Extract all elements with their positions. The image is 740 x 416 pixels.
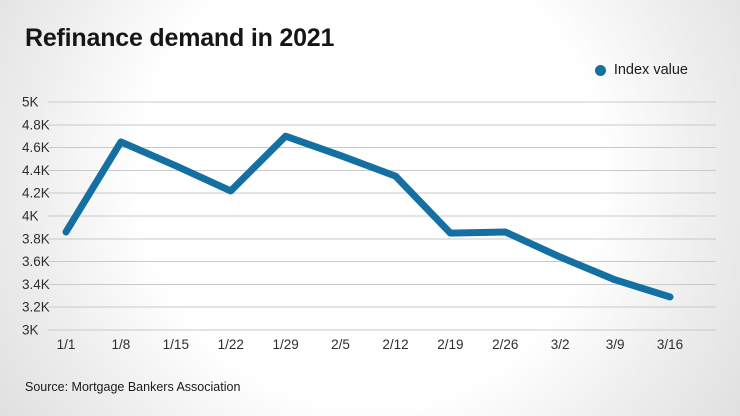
legend-marker-icon bbox=[594, 64, 606, 76]
line-chart: 3K 3.2K 3.4K 3.6K 3.8K 4K 4.2K 4.4K 4.6K 4.8K 5K 1/… bbox=[22, 95, 716, 352]
y-axis-tick-label: 3.6K bbox=[22, 254, 50, 269]
x-axis-tick-label: 1/8 bbox=[112, 337, 131, 352]
x-axis-tick-label: 2/5 bbox=[331, 337, 350, 352]
y-axis-tick-label: 4.8K bbox=[22, 117, 50, 132]
legend: Index value bbox=[594, 62, 688, 78]
y-axis-tick-label: 3.2K bbox=[22, 300, 50, 315]
y-axis-tick-label: 3K bbox=[22, 323, 39, 338]
x-axis-tick-label: 1/22 bbox=[218, 337, 244, 352]
y-axis-tick-label: 4.4K bbox=[22, 163, 50, 178]
x-axis-tick-label: 1/1 bbox=[57, 337, 76, 352]
x-axis-tick-label: 1/15 bbox=[163, 337, 189, 352]
x-axis-tick-label: 3/9 bbox=[606, 337, 625, 352]
y-axis-tick-label: 4K bbox=[22, 209, 39, 224]
y-axis-tick-label: 4.2K bbox=[22, 186, 50, 201]
y-axis-tick-label: 4.6K bbox=[22, 140, 50, 155]
x-axis-tick-label: 1/29 bbox=[272, 337, 298, 352]
source-note: Source: Mortgage Bankers Association bbox=[25, 380, 241, 394]
legend-label: Index value bbox=[613, 62, 688, 78]
index-value-line bbox=[62, 132, 674, 301]
y-axis-tick-label: 5K bbox=[22, 95, 39, 110]
y-axis-tick-label: 3.4K bbox=[22, 277, 50, 292]
x-axis-tick-label: 3/16 bbox=[657, 337, 683, 352]
x-axis-tick-label: 3/2 bbox=[551, 337, 570, 352]
y-axis-tick-label: 3.8K bbox=[22, 231, 50, 246]
x-axis-tick-label: 2/12 bbox=[382, 337, 408, 352]
x-axis-tick-label: 2/19 bbox=[437, 337, 463, 352]
chart-title: Refinance demand in 2021 bbox=[25, 24, 335, 52]
x-axis-tick-label: 2/26 bbox=[492, 337, 518, 352]
